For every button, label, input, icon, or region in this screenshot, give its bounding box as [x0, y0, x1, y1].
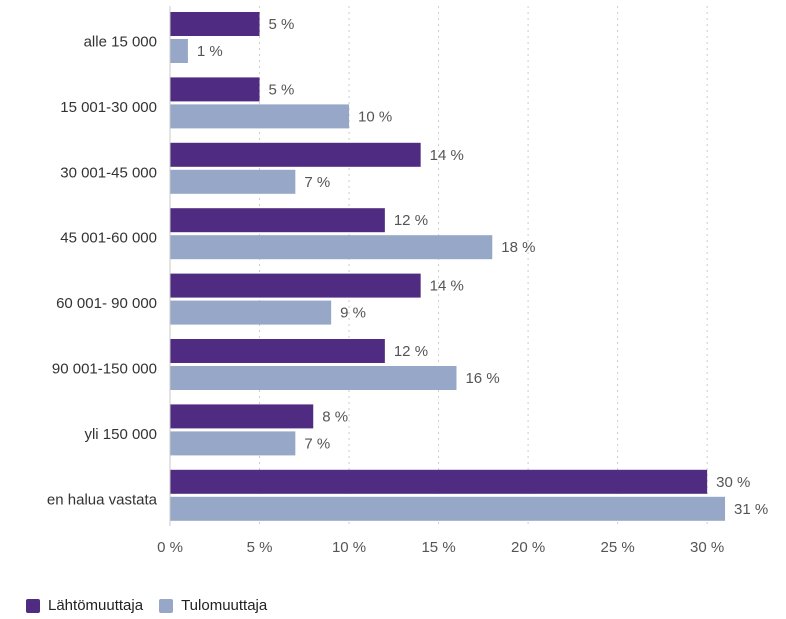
category-label: 45 001-60 000 — [60, 230, 157, 247]
data-label: 10 % — [358, 108, 392, 125]
x-tick-label: 30 % — [690, 539, 724, 556]
bar-lahtomuuttaja[interactable] — [170, 273, 421, 298]
data-label: 7 % — [304, 174, 330, 191]
bar-tulomuuttaja[interactable] — [170, 39, 188, 63]
bar-lahtomuuttaja[interactable] — [170, 339, 385, 363]
axis-layer: 0 % 5 % 10 % 15 % 20 % 25 % 30 % alle 15 000 15 … — [47, 6, 724, 556]
bar-tulomuuttaja[interactable] — [170, 104, 350, 129]
bar-lahtomuuttaja[interactable] — [170, 469, 708, 494]
x-tick-label: 15 % — [421, 539, 455, 556]
x-tick-label: 25 % — [601, 539, 635, 556]
x-tick-label: 5 % — [247, 539, 273, 556]
legend-item-series-1[interactable]: Lähtömuuttaja — [26, 597, 143, 614]
data-label: 12 % — [394, 343, 428, 360]
data-label: 31 % — [734, 501, 768, 518]
legend-swatch-tulomuuttaja — [159, 598, 174, 613]
category-label: 60 001- 90 000 — [56, 295, 157, 312]
legend: Lähtömuuttaja Tulomuuttaja — [26, 597, 267, 614]
legend-item-series-2[interactable]: Tulomuuttaja — [159, 597, 267, 614]
legend-swatch-lahtomuuttaja — [26, 598, 40, 613]
x-tick-label: 20 % — [511, 539, 545, 556]
data-label: 7 % — [304, 435, 330, 452]
category-label: 15 001-30 000 — [60, 99, 157, 116]
category-label: en halua vastata — [47, 491, 158, 508]
bar-tulomuuttaja[interactable] — [170, 366, 457, 390]
data-label: 5 % — [269, 81, 295, 98]
bar-lahtomuuttaja[interactable] — [170, 142, 421, 167]
bar-tulomuuttaja[interactable] — [170, 496, 726, 521]
x-tick-label: 0 % — [157, 539, 183, 556]
data-label: 30 % — [716, 474, 750, 491]
data-label: 18 % — [501, 239, 535, 256]
labels-layer: 5 % 5 % 14 % 12 % 14 % 12 % 8 % 30 % 1 % 10 % 7 % 1… — [197, 16, 768, 518]
bar-tulomuuttaja[interactable] — [170, 169, 296, 194]
data-label: 14 % — [430, 147, 464, 164]
data-label: 12 % — [394, 212, 428, 229]
bar-tulomuuttaja[interactable] — [170, 300, 332, 325]
data-label: 16 % — [465, 370, 499, 387]
data-label: 14 % — [430, 278, 464, 295]
bar-chart: 5 % 5 % 14 % 12 % 14 % 12 % 8 % 30 % 1 % 10 % 7 % 1… — [47, 6, 768, 556]
legend-label-lahtomuuttaja: Lähtömuuttaja — [48, 597, 144, 614]
bar-lahtomuuttaja[interactable] — [170, 12, 260, 36]
category-label: 30 001-45 000 — [60, 164, 157, 181]
data-label: 5 % — [269, 16, 295, 33]
bar-lahtomuuttaja[interactable] — [170, 404, 314, 429]
bar-lahtomuuttaja[interactable] — [170, 208, 385, 233]
bars-layer — [170, 12, 726, 521]
category-label: alle 15 000 — [84, 34, 157, 51]
category-label: yli 150 000 — [84, 426, 157, 443]
bar-tulomuuttaja[interactable] — [170, 431, 296, 456]
data-label: 9 % — [340, 305, 366, 322]
legend-label-tulomuuttaja: Tulomuuttaja — [181, 597, 268, 614]
data-label: 8 % — [322, 408, 348, 425]
data-label: 1 % — [197, 43, 223, 60]
category-label: 90 001-150 000 — [52, 361, 157, 378]
bar-tulomuuttaja[interactable] — [170, 235, 493, 260]
bar-lahtomuuttaja[interactable] — [170, 77, 260, 102]
x-tick-label: 10 % — [332, 539, 366, 556]
